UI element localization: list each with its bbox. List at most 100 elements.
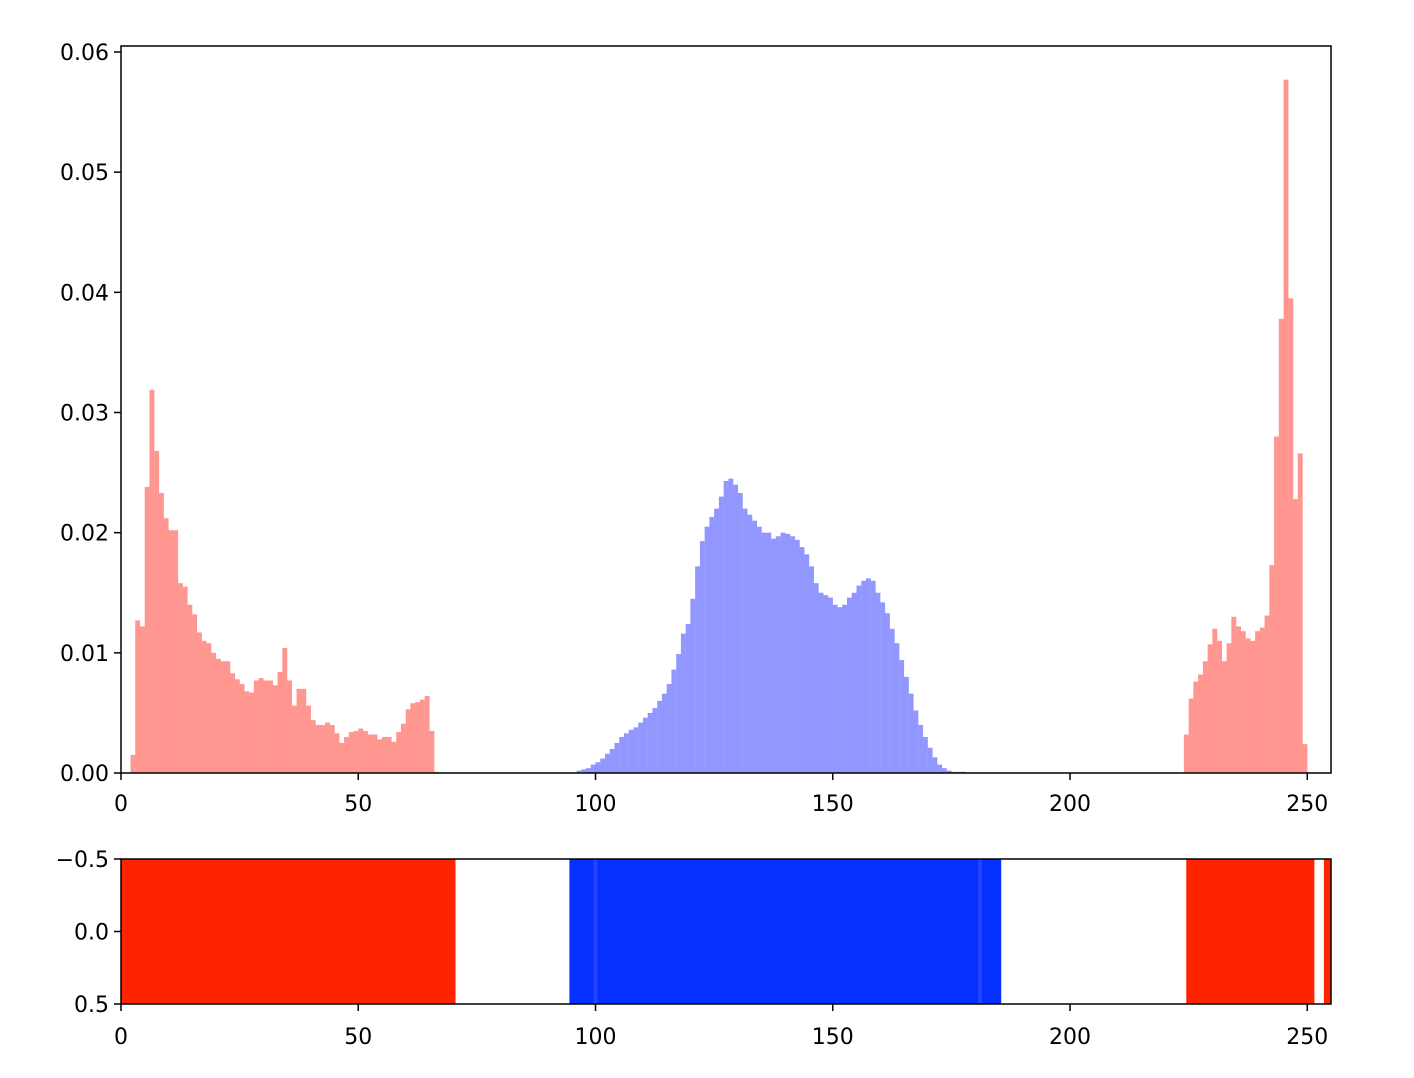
histogram-bar-red (1297, 453, 1303, 773)
histogram-bar-red (1207, 644, 1213, 773)
histogram-bar-red (377, 739, 383, 773)
x-tick-label: 150 (812, 792, 854, 817)
histogram-bar-blue (747, 514, 753, 773)
histogram-bar-blue (661, 693, 667, 773)
strip-x-tick-label: 100 (575, 1025, 617, 1050)
color-band-highlight (977, 859, 982, 1004)
histogram-bar-blue (922, 736, 928, 773)
histogram-bar-red (177, 583, 183, 773)
histogram-bar-red (282, 648, 288, 773)
histogram-bar-blue (685, 624, 691, 773)
histogram-bar-blue (766, 532, 772, 773)
histogram-bar-red (211, 652, 217, 773)
histogram-bar-red (182, 586, 188, 773)
histogram-bar-red (400, 723, 406, 773)
histogram-bar-red (320, 724, 326, 773)
histogram-bar-red (291, 705, 297, 773)
histogram-bar-blue (894, 643, 900, 773)
histogram-bar-blue (666, 684, 672, 773)
y-tick-label: 0.02 (60, 522, 109, 547)
histogram-bar-blue (946, 770, 952, 773)
histogram-bar-red (287, 680, 292, 773)
histogram-bar-blue (752, 520, 757, 773)
color-band-blue (569, 859, 1002, 1004)
histogram-bar-blue (884, 613, 890, 773)
histogram-bar-blue (780, 532, 786, 773)
histogram-bar-red (149, 389, 155, 773)
histogram-bar-blue (913, 710, 919, 773)
histogram-bar-red (348, 732, 354, 773)
histogram-bar-red (339, 742, 345, 773)
histogram-bar-red (1231, 616, 1237, 773)
histogram-bar-blue (695, 566, 701, 773)
histogram-bar-blue (761, 532, 767, 773)
histogram-bar-red (396, 732, 402, 773)
histogram-bar-blue (832, 604, 838, 773)
histogram-bar-red (405, 709, 411, 773)
histogram-bar-blue (856, 585, 862, 773)
color-band-highlight (593, 859, 598, 1004)
histogram-bar-red (135, 620, 141, 773)
histogram-bar-red (1259, 627, 1265, 773)
color-strip-y-axis: −0.5 0.0 0.5 (56, 848, 121, 1018)
histogram-bar-red (130, 754, 136, 773)
strip-x-tick-label: 150 (812, 1025, 854, 1050)
histogram-bar-blue (899, 660, 905, 773)
histogram-bar-red (249, 692, 255, 773)
histogram-bar-blue (633, 727, 639, 773)
histogram-bar-red (239, 684, 245, 773)
histogram-bar-blue (842, 604, 848, 773)
x-tick-label: 250 (1286, 792, 1328, 817)
strip-y-tick-label: −0.5 (56, 848, 109, 873)
histogram-bar-blue (638, 722, 644, 773)
histogram-bar-red (277, 672, 283, 773)
y-tick-label: 0.06 (60, 41, 109, 66)
histogram-bar-red (415, 702, 421, 773)
histogram-bar-red (329, 724, 335, 773)
histogram-bar-blue (756, 526, 762, 773)
histogram-bar-red (168, 530, 174, 773)
histogram-bar-red (353, 730, 359, 773)
histogram-bar-red (1264, 615, 1270, 773)
histogram-bar-red (1198, 674, 1204, 773)
strip-x-tick-label: 250 (1286, 1025, 1328, 1050)
histogram-bar-blue (823, 595, 829, 773)
histogram-bar-red (424, 696, 430, 773)
histogram-bar-red (201, 640, 207, 773)
color-strip-frame (120, 858, 1332, 1005)
histogram-bar-blue (865, 578, 871, 773)
color-strip-panel: −0.5 0.0 0.5 0 50 100 150 200 250 (56, 848, 1332, 1050)
histogram-bar-blue (676, 654, 682, 773)
histogram-bar-blue (813, 583, 819, 773)
x-tick-label: 200 (1049, 792, 1091, 817)
x-tick-label: 100 (575, 792, 617, 817)
y-tick-label: 0.00 (60, 762, 109, 787)
histogram-bar-blue (718, 496, 724, 773)
histogram-bar-red (258, 678, 264, 773)
histogram-bar-red (1212, 628, 1218, 773)
histogram-bar-red (196, 632, 202, 773)
histogram-bar-red (301, 688, 307, 773)
histogram-bar-blue (609, 748, 615, 773)
histogram-x-axis: 0 50 100 150 200 250 (114, 773, 1328, 817)
y-tick-label: 0.03 (60, 402, 109, 427)
histogram-bar-blue (709, 517, 715, 773)
histogram-bar-red (144, 487, 150, 773)
histogram-bar-red (1226, 643, 1232, 773)
histogram-bar-blue (614, 742, 620, 773)
histogram-bar-red (230, 673, 236, 773)
histogram-bar-red (1217, 640, 1223, 773)
histogram-bar-red (220, 661, 226, 773)
strip-x-tick-label: 200 (1049, 1025, 1091, 1050)
histogram-bar-red (263, 680, 269, 773)
histogram-bar-blue (799, 547, 805, 773)
histogram-bar-red (154, 450, 160, 773)
histogram-bar-red (419, 699, 425, 773)
histogram-bar-blue (642, 717, 648, 773)
histogram-bar-blue (932, 757, 938, 773)
histogram-bar-red (363, 730, 368, 773)
histogram-bar-red (334, 733, 340, 773)
histogram-bar-red (1188, 698, 1194, 773)
histogram-bar-red (1236, 626, 1241, 773)
histogram-bar-blue (576, 770, 582, 773)
